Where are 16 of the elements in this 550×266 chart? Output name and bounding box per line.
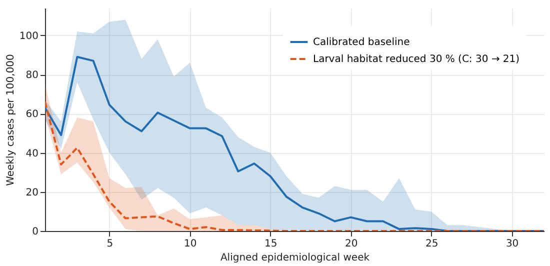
y-tick-label: 80: [26, 70, 38, 82]
y-axis-title: Weekly cases per 100,000: [5, 54, 16, 186]
y-tick-label: 100: [19, 30, 38, 42]
x-tick-label: 10: [184, 238, 197, 250]
x-tick-label: 5: [106, 238, 114, 250]
legend-label: Calibrated baseline: [313, 37, 410, 48]
x-tick-label: 20: [344, 238, 358, 250]
legend-label: Larval habitat reduced 30 % (C: 30 → 21): [313, 54, 520, 65]
x-tick-label: 15: [264, 238, 278, 250]
y-tick-label: 60: [26, 109, 38, 120]
x-tick-label: 25: [425, 238, 438, 250]
y-tick-label: 0: [32, 226, 38, 238]
y-tick-label: 20: [26, 187, 38, 198]
x-tick-label: 30: [506, 238, 519, 250]
y-tick-label: 40: [26, 148, 38, 160]
x-axis-title: Aligned epidemiological week: [220, 252, 370, 264]
